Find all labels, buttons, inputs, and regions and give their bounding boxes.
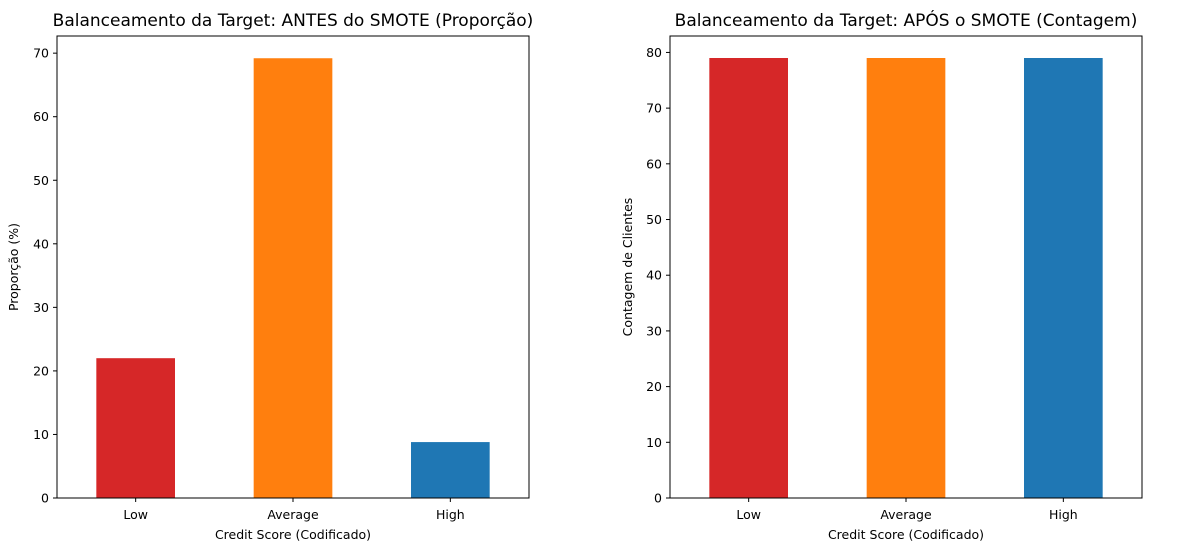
x-tick-label-average: Average <box>267 507 319 522</box>
y-axis-label: Proporção (%) <box>6 223 21 311</box>
x-tick-label-high: High <box>436 507 465 522</box>
x-tick-label-high: High <box>1049 507 1078 522</box>
bar-average <box>866 58 946 498</box>
bar-low <box>709 58 788 498</box>
y-tick-label: 40 <box>646 268 662 283</box>
x-tick-label-average: Average <box>880 507 932 522</box>
bar-high <box>411 442 490 498</box>
y-tick-label: 50 <box>33 173 49 188</box>
bar-high <box>1024 58 1103 498</box>
y-tick-label: 50 <box>646 212 662 227</box>
y-tick-label: 20 <box>646 379 662 394</box>
y-tick-label: 30 <box>33 300 49 315</box>
chart-title: Balanceamento da Target: APÓS o SMOTE (C… <box>675 9 1138 31</box>
y-tick-label: 0 <box>41 491 49 506</box>
y-tick-label: 20 <box>33 363 49 378</box>
chart-title: Balanceamento da Target: ANTES do SMOTE … <box>53 11 534 31</box>
y-axis-label: Contagem de Clientes <box>620 198 635 337</box>
chart-after-smote: Low Average High 0 10 20 30 40 50 60 70 80 Balanceam… <box>620 9 1143 542</box>
x-tick-label-low: Low <box>736 507 761 522</box>
y-tick-label: 30 <box>646 323 662 338</box>
x-axis-label: Credit Score (Codificado) <box>215 527 371 542</box>
y-tick-label: 70 <box>646 101 662 116</box>
bar-low <box>96 358 175 498</box>
y-tick-label: 60 <box>646 156 662 171</box>
x-axis-label: Credit Score (Codificado) <box>828 527 984 542</box>
bar-average <box>253 58 333 499</box>
y-tick-label: 80 <box>646 45 662 60</box>
y-tick-label: 10 <box>33 427 49 442</box>
y-tick-label: 0 <box>654 491 662 506</box>
x-tick-label-low: Low <box>123 507 148 522</box>
y-tick-label: 70 <box>33 46 49 61</box>
y-tick-label: 40 <box>33 236 49 251</box>
y-tick-label: 10 <box>646 435 662 450</box>
y-tick-label: 60 <box>33 109 49 124</box>
chart-before-smote: Low Average High 0 10 20 30 40 50 60 70 Balanceamen… <box>6 11 533 542</box>
